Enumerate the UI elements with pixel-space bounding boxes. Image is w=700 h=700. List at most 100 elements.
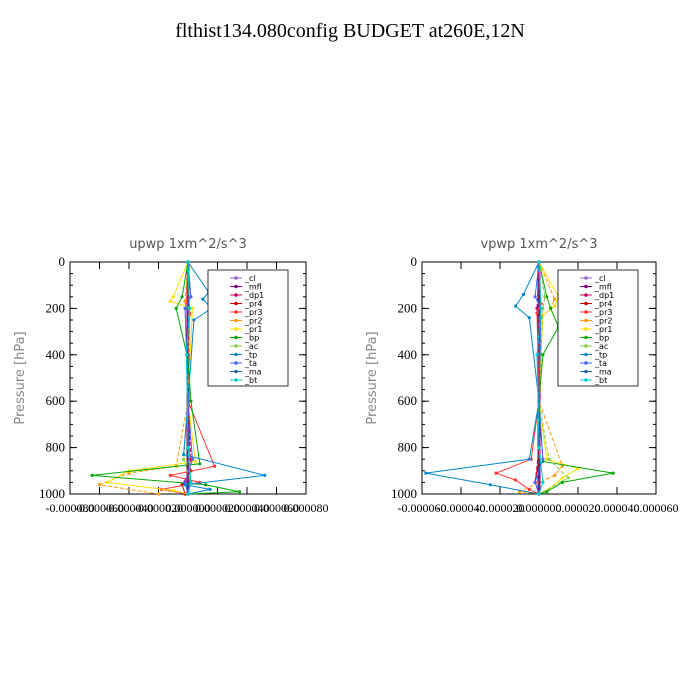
- series-point-ta: [189, 295, 193, 299]
- series-point-bt: [537, 260, 541, 264]
- legend-entry: _pr3: [594, 308, 612, 317]
- legend-marker: [234, 318, 238, 323]
- legend-entry: _mfl: [594, 283, 612, 292]
- series-point-pr1: [171, 488, 175, 493]
- legend-entry: _bt: [594, 376, 607, 385]
- legend-entry: _pr1: [244, 325, 262, 334]
- page-title: flthist134.080config BUDGET at260E,12N: [175, 20, 525, 42]
- y-tick-label: 1000: [39, 486, 65, 501]
- chart-panel-2: vpwp 1xm^2/s^3 Pressure [hPa] 0 200 400 600 80…: [365, 237, 679, 515]
- series-point-tp: [488, 483, 492, 487]
- series-point-pr3: [494, 471, 498, 475]
- legend-marker: [234, 335, 238, 340]
- series-point-bt: [541, 480, 545, 484]
- panel-title: upwp 1xm^2/s^3: [129, 237, 247, 252]
- series-point-pr2: [560, 464, 565, 468]
- series-point-ta: [541, 457, 545, 461]
- series-point-bp: [90, 473, 94, 477]
- x-tick-label: -0.000020: [476, 501, 525, 515]
- series-point-ac: [566, 476, 570, 480]
- legend-marker: [584, 327, 588, 331]
- x-tick-label: 0.000080: [284, 501, 329, 515]
- series-point-pr3: [168, 473, 172, 477]
- legend-box: [557, 269, 639, 387]
- series-point-dp1: [535, 306, 539, 310]
- x-tick-label: 0.000020: [556, 501, 601, 515]
- legend-entry: _ac: [244, 342, 258, 351]
- series-point-tp: [527, 457, 531, 461]
- series-point-pr2: [183, 299, 187, 303]
- series-point-bt: [186, 446, 190, 450]
- series-point-ac: [543, 295, 547, 299]
- series-line-pr1: [105, 261, 196, 495]
- series-point-pr1: [193, 459, 197, 464]
- series-point-pr2: [156, 492, 161, 496]
- series-point-pr2: [127, 471, 131, 475]
- y-tick-label: 600: [398, 393, 418, 408]
- series-point-pr1: [560, 476, 565, 480]
- series-point-bt: [189, 480, 193, 484]
- series-point-ta: [533, 295, 537, 299]
- x-tick-label: 0.000040: [225, 501, 270, 515]
- y-axis-label: Pressure [hPa]: [13, 331, 28, 424]
- legend: _cl_mfl_dp1_pr4_pr3_pr2_pr1_bp_ac_tp_ta_…: [557, 269, 639, 387]
- legend-entry: _ta: [594, 359, 607, 368]
- series-point-pr3: [527, 487, 531, 491]
- series-point-tp: [208, 487, 212, 491]
- series-point-bp: [549, 306, 553, 310]
- legend-entry: _pr1: [594, 325, 612, 334]
- y-tick-label: 200: [46, 300, 66, 315]
- legend-marker: [234, 344, 238, 348]
- y-tick-label: 0: [411, 254, 418, 269]
- series-point-bt: [186, 492, 190, 496]
- series-point-pr3: [535, 311, 539, 315]
- legend-entry: _pr3: [244, 308, 262, 317]
- series-point-bp: [545, 490, 549, 494]
- legend-entry: _bp: [594, 334, 609, 343]
- legend-entry: _pr2: [244, 317, 262, 326]
- x-tick-label: -0.000060: [75, 501, 124, 515]
- y-axis-label: Pressure [hPa]: [365, 331, 380, 424]
- panel-title: vpwp 1xm^2/s^3: [480, 237, 597, 252]
- legend-entry: _pr2: [594, 317, 612, 326]
- legend-marker: [584, 378, 588, 382]
- legend-box: [207, 269, 289, 387]
- series-point-bp: [174, 306, 178, 310]
- legend-marker: [234, 301, 238, 306]
- legend-marker: [234, 276, 238, 280]
- series-point-bt: [184, 353, 189, 357]
- series-point-ac: [182, 457, 186, 461]
- series-point-ac: [547, 457, 551, 461]
- y-tick-label: 0: [59, 254, 66, 269]
- x-tick-label: 0.000000: [166, 501, 211, 515]
- series-point-pr2: [553, 297, 557, 301]
- legend-entry: _ma: [244, 368, 262, 377]
- series-point-pr1: [190, 306, 194, 310]
- chart-panel-1: upwp 1xm^2/s^3 Pressure [hPa] 0 200 400 600 80…: [13, 237, 329, 515]
- series-point-bp: [189, 399, 193, 403]
- series-point-tp: [424, 471, 428, 475]
- y-tick-label: 600: [46, 393, 66, 408]
- legend-marker: [584, 284, 588, 289]
- y-tick-label: 1000: [391, 486, 417, 501]
- series-point-tp: [192, 318, 196, 322]
- x-tick-label: 0.000000: [517, 501, 562, 515]
- legend-marker: [584, 352, 588, 357]
- legend-entry: _bt: [244, 376, 257, 385]
- legend-marker: [584, 369, 588, 374]
- x-tick-label: 0.000040: [595, 501, 640, 515]
- y-tick-label: 800: [46, 440, 66, 455]
- series-line-bp: [92, 261, 240, 495]
- series-point-pr1: [553, 304, 557, 308]
- series-point-bp: [560, 480, 565, 484]
- series-line-tp: [425, 261, 540, 495]
- legend-marker: [234, 310, 238, 314]
- series-line-bt: [536, 261, 544, 495]
- legend-entry: _dp1: [594, 291, 614, 300]
- series-point-bt: [539, 306, 543, 310]
- series-line-bt: [185, 261, 192, 495]
- legend-entry: _dp1: [244, 291, 264, 300]
- x-tick-label: -0.000060: [398, 501, 447, 515]
- legend-marker: [584, 344, 588, 348]
